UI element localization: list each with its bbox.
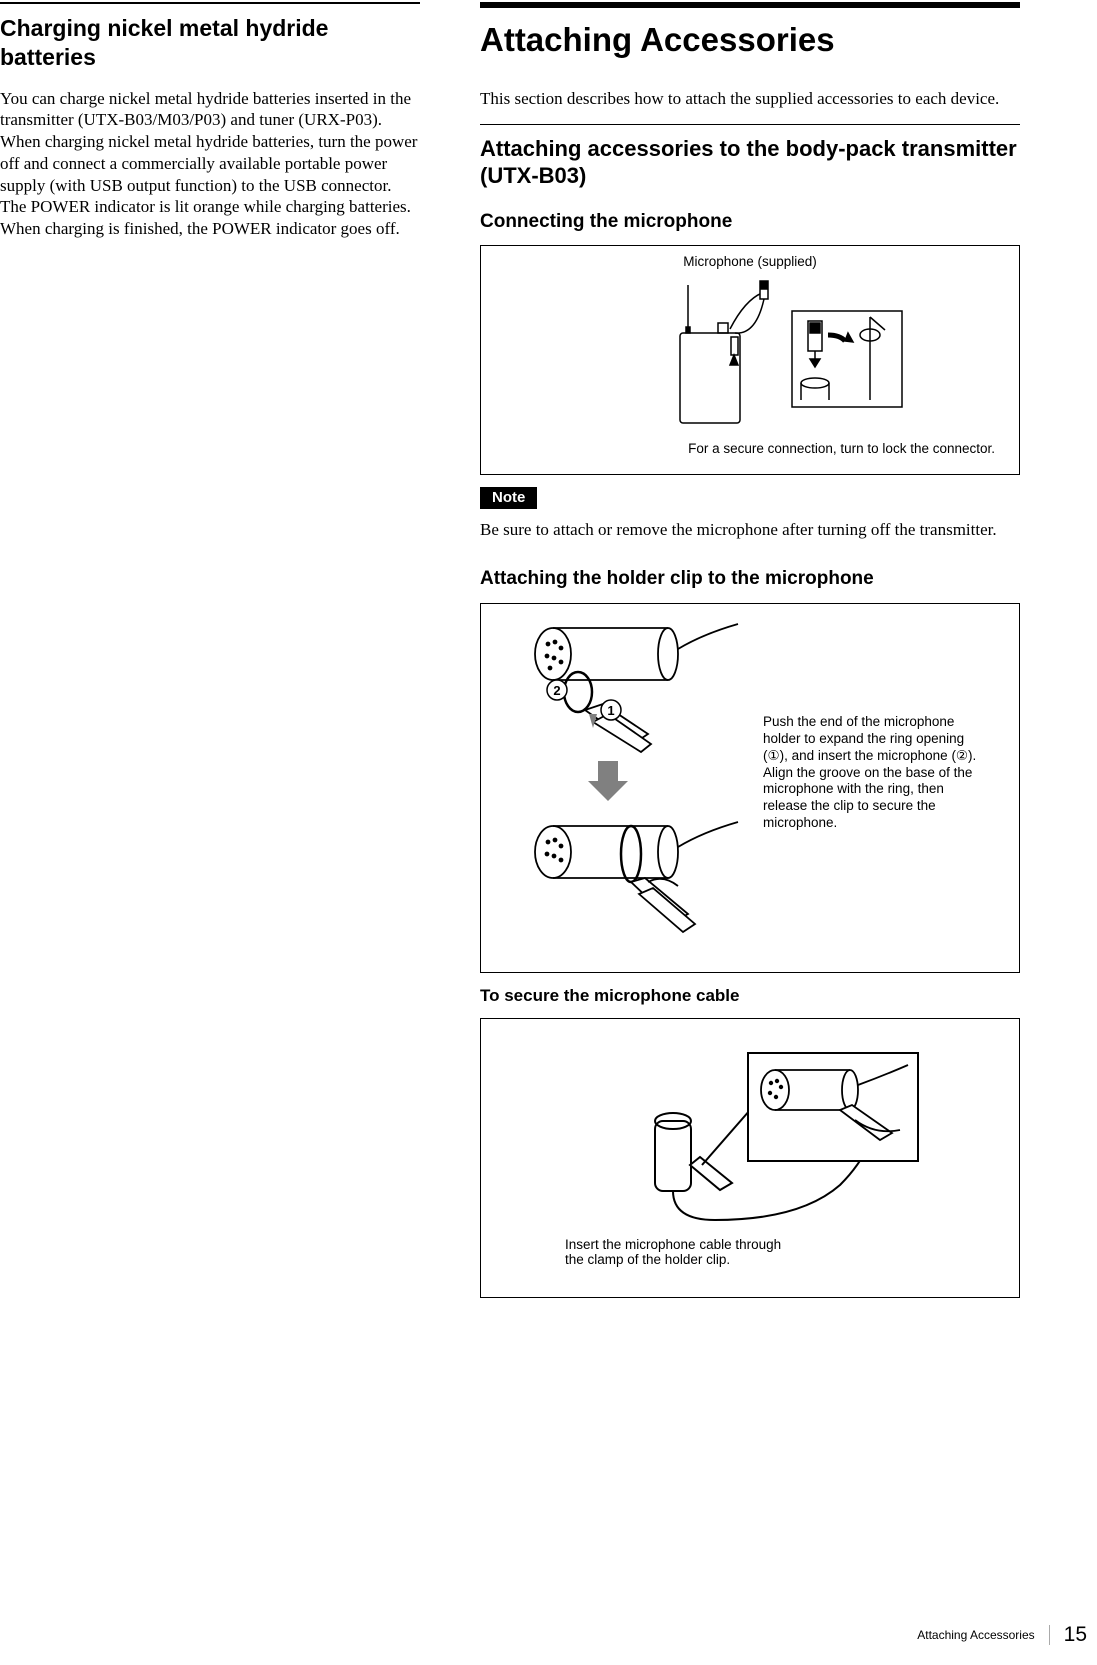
left-column: Charging nickel metal hydride batteries …	[0, 2, 420, 1310]
left-heading: Charging nickel metal hydride batteries	[0, 14, 420, 72]
footer-page-number: 15	[1064, 1623, 1087, 1647]
fig1-label: Microphone (supplied)	[493, 254, 1007, 269]
fig2-side-text: Push the end of the microphone holder to…	[763, 714, 988, 832]
secure-cable-heading: To secure the microphone cable	[480, 985, 1020, 1006]
intro-text: This section describes how to attach the…	[480, 88, 1020, 110]
svg-text:1: 1	[607, 703, 614, 718]
fig1-illustration	[570, 275, 930, 435]
svg-text:2: 2	[553, 683, 560, 698]
left-body-text: You can charge nickel metal hydride batt…	[0, 88, 420, 240]
footer-section-name: Attaching Accessories	[917, 1628, 1034, 1642]
note-badge: Note	[480, 487, 537, 509]
figure-clip: 2 1	[480, 603, 1020, 973]
right-divider-mid	[480, 124, 1020, 125]
fig2-arrow-icon	[583, 756, 633, 806]
figure-mic-connect: Microphone (supplied)	[480, 245, 1020, 475]
fig2-bottom-illustration	[493, 802, 753, 952]
left-divider-top	[0, 2, 420, 4]
sub-heading-bodypack: Attaching accessories to the body-pack t…	[480, 135, 1020, 190]
fig1-caption: For a secure connection, turn to lock th…	[493, 441, 1007, 456]
page-footer: Attaching Accessories 15	[917, 1623, 1087, 1647]
right-divider-thick	[480, 2, 1020, 8]
fig3-illustration	[540, 1035, 960, 1235]
footer-divider	[1049, 1625, 1050, 1645]
figure-cable-secure: Insert the microphone cable through the …	[480, 1018, 1020, 1298]
fig3-caption: Insert the microphone cable through the …	[493, 1237, 793, 1267]
right-column: Attaching Accessories This section descr…	[480, 2, 1020, 1310]
main-title: Attaching Accessories	[480, 20, 1020, 60]
clip-heading: Attaching the holder clip to the microph…	[480, 567, 1020, 591]
note-body: Be sure to attach or remove the micropho…	[480, 519, 1020, 541]
mic-connect-heading: Connecting the microphone	[480, 210, 1020, 234]
fig2-top-illustration: 2 1	[493, 614, 753, 764]
